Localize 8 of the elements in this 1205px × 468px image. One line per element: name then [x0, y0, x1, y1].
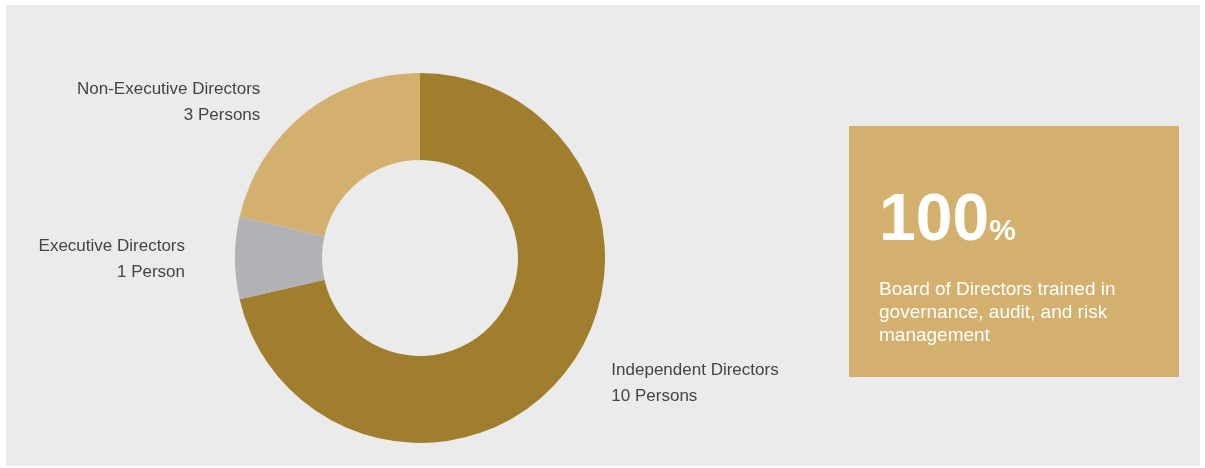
text: 100% [879, 180, 1017, 256]
text: Board of Directors trained in governance, audit, and risk management [879, 277, 1117, 346]
slice-label: Non-Executive Directors [77, 79, 261, 99]
data-label: 10 Persons [611, 386, 698, 406]
data-label: 3 Persons [183, 105, 261, 125]
slice-label: Executive Directors [38, 235, 185, 255]
data-label: 1 Person [116, 261, 185, 281]
slice-label: Independent Directors [611, 360, 779, 380]
